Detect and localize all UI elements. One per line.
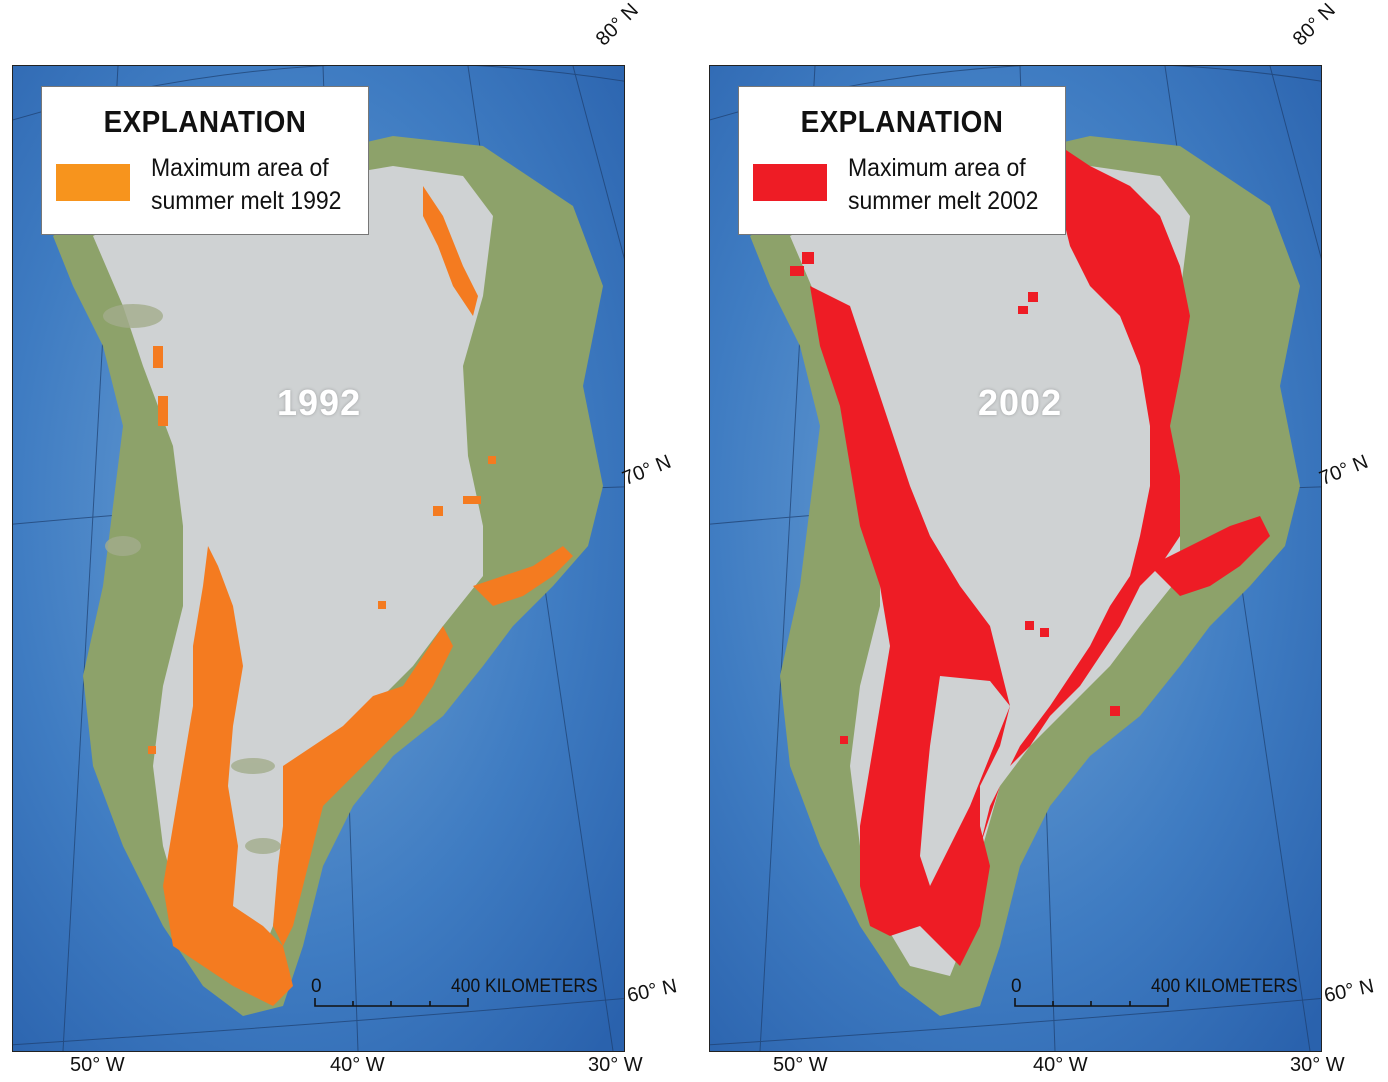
- lon-label-50w-left: 50° W: [70, 1054, 125, 1076]
- legend-title: EXPLANATION: [103, 104, 307, 139]
- map-panel-1992: EXPLANATION Maximum area of summer melt …: [12, 65, 625, 1052]
- year-label-1992: 1992: [277, 382, 362, 423]
- melt-area-1992: [148, 186, 573, 1006]
- lat-label-70n-left: 70° N: [619, 450, 675, 491]
- legend-title: EXPLANATION: [800, 104, 1004, 139]
- legend-swatch-red: [753, 164, 827, 201]
- scale-line: [1014, 998, 1169, 1007]
- scale-bar: 0 400 KILOMETERS: [311, 976, 611, 1016]
- scale-zero-label: 0: [311, 976, 322, 997]
- lat-label-60n-left: 60° N: [625, 975, 679, 1008]
- unmelted-patch: [920, 676, 1010, 886]
- legend-1992: EXPLANATION Maximum area of summer melt …: [41, 86, 369, 235]
- scale-line: [314, 998, 469, 1007]
- lat-label-80n-left: 80° N: [591, 0, 643, 51]
- scale-end-label: 400 KILOMETERS: [451, 976, 598, 997]
- legend-text: Maximum area of summer melt 2002: [848, 154, 1039, 215]
- lon-label-40w-right: 40° W: [1033, 1054, 1088, 1076]
- legend-swatch-orange: [56, 164, 130, 201]
- ice-free-patches: [103, 304, 281, 854]
- scale-zero-label: 0: [1011, 976, 1022, 997]
- lon-label-40w-left: 40° W: [330, 1054, 385, 1076]
- scale-bar: 0 400 KILOMETERS: [1011, 976, 1311, 1016]
- lat-label-70n-right: 70° N: [1316, 450, 1372, 491]
- lon-label-50w-right: 50° W: [773, 1054, 828, 1076]
- lat-label-60n-right: 60° N: [1322, 975, 1376, 1008]
- lon-label-30w-right: 30° W: [1290, 1054, 1345, 1076]
- lon-label-30w-left: 30° W: [588, 1054, 643, 1076]
- legend-text: Maximum area of summer melt 1992: [151, 154, 342, 215]
- legend-2002: EXPLANATION Maximum area of summer melt …: [738, 86, 1066, 235]
- year-label-2002: 2002: [978, 382, 1063, 423]
- map-panel-2002: EXPLANATION Maximum area of summer melt …: [709, 65, 1322, 1052]
- scale-end-label: 400 KILOMETERS: [1151, 976, 1298, 997]
- lat-label-80n-right: 80° N: [1288, 0, 1340, 51]
